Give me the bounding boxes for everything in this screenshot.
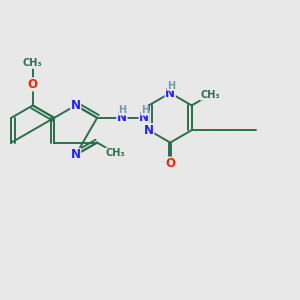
Text: H: H <box>141 105 149 116</box>
Text: N: N <box>117 111 127 124</box>
Text: H: H <box>118 105 127 116</box>
Text: N: N <box>144 124 154 137</box>
Text: N: N <box>71 148 81 161</box>
Text: H: H <box>167 81 175 91</box>
Text: CH₃: CH₃ <box>23 58 43 68</box>
Text: CH₃: CH₃ <box>106 148 125 158</box>
Text: N: N <box>71 99 81 112</box>
Text: CH₃: CH₃ <box>200 90 220 100</box>
Text: O: O <box>28 78 38 91</box>
Text: N: N <box>139 111 149 124</box>
Text: N: N <box>165 86 175 100</box>
Text: O: O <box>165 157 175 170</box>
